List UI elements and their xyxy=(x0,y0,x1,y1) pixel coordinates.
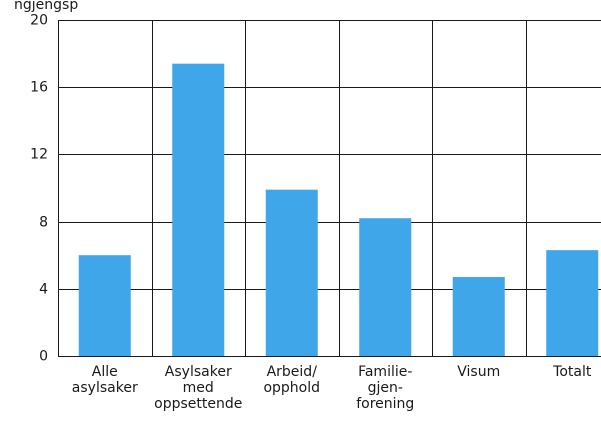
x-tick-label-line: Asylsaker xyxy=(165,364,232,380)
x-tick-label-line: Familie- xyxy=(358,364,412,380)
bar xyxy=(265,189,318,356)
x-tick-label-line: med xyxy=(183,380,214,396)
x-tick-label-line: Alle xyxy=(92,364,118,380)
bar xyxy=(359,218,412,356)
x-tick-label-line: oppsettende xyxy=(154,396,242,412)
grid xyxy=(58,20,601,357)
x-tick-label: Arbeid/opphold xyxy=(263,364,320,396)
x-tick-label: Asylsaker med oppsettende xyxy=(154,364,242,412)
y-tick-label: 8 xyxy=(39,215,48,231)
x-tick-label-line: Totalt xyxy=(552,364,592,380)
y-tick-label: 20 xyxy=(30,13,48,29)
bar xyxy=(546,250,599,356)
x-tick-label-line: asylsaker xyxy=(72,380,138,396)
x-tick-label-line: forening xyxy=(356,396,414,412)
chart-title-fragment: ngjengsp xyxy=(14,0,78,13)
x-tick-label: Visum xyxy=(457,364,500,380)
x-axis-labels: Alle asylsaker Asylsaker med oppsettende Arbe… xyxy=(72,364,592,412)
y-tick-label: 16 xyxy=(30,80,48,96)
x-tick-label-line: opphold xyxy=(263,380,320,396)
y-tick-label: 4 xyxy=(39,282,48,298)
bars xyxy=(78,63,599,357)
y-axis-ticks: 0 4 8 12 16 20 xyxy=(30,13,48,365)
bar xyxy=(172,63,225,357)
y-tick-label: 12 xyxy=(30,147,48,163)
x-tick-label: Totalt xyxy=(552,364,592,380)
x-tick-label-line: Arbeid/ xyxy=(267,364,318,380)
x-tick-label: Alle asylsaker xyxy=(72,364,138,396)
x-tick-label: Familie-gjen-forening xyxy=(356,364,414,412)
bar xyxy=(78,255,131,356)
x-tick-label-line: Visum xyxy=(457,364,500,380)
y-tick-label: 0 xyxy=(39,349,48,365)
bar xyxy=(452,277,505,356)
x-tick-label-line: gjen- xyxy=(368,380,403,396)
